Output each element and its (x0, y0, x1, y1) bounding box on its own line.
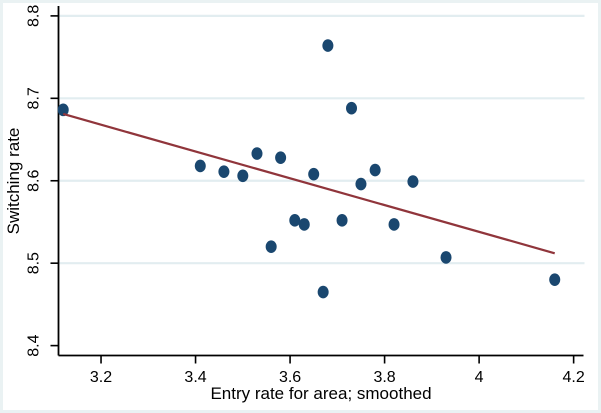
y-tick-label: 8.7 (26, 87, 43, 109)
plot-background (3, 3, 598, 410)
x-axis-title: Entry rate for area; smoothed (210, 384, 432, 403)
data-point (289, 214, 301, 227)
data-point (369, 163, 381, 177)
data-point (317, 285, 329, 299)
data-point (440, 251, 452, 264)
x-tick-label: 3.2 (90, 369, 112, 386)
data-point (194, 159, 206, 173)
data-point (57, 103, 69, 117)
data-point (218, 165, 230, 178)
data-point (237, 169, 249, 183)
fit-line (62, 112, 556, 255)
data-point (251, 147, 263, 160)
data-point (322, 39, 334, 52)
data-point (407, 175, 419, 188)
data-point (308, 167, 320, 181)
y-axis-title: Switching rate (4, 127, 23, 235)
x-tick-label: 3.6 (279, 369, 301, 386)
x-tick-label: 4 (475, 369, 484, 386)
y-tick-label: 8.8 (26, 5, 43, 27)
data-point (298, 218, 310, 231)
x-tick-label: 4.2 (563, 369, 585, 386)
x-tick-label: 3.4 (184, 369, 206, 386)
data-point (355, 177, 367, 191)
data-point (346, 101, 358, 115)
data-point (549, 273, 561, 286)
x-tick-label: 3.8 (373, 369, 395, 386)
y-tick-label: 8.5 (26, 252, 43, 274)
data-point (336, 214, 348, 227)
data-point (265, 240, 277, 253)
y-tick-label: 8.4 (26, 334, 43, 356)
data-point (275, 151, 287, 164)
y-tick-label: 8.6 (26, 170, 43, 192)
data-point (388, 218, 400, 231)
